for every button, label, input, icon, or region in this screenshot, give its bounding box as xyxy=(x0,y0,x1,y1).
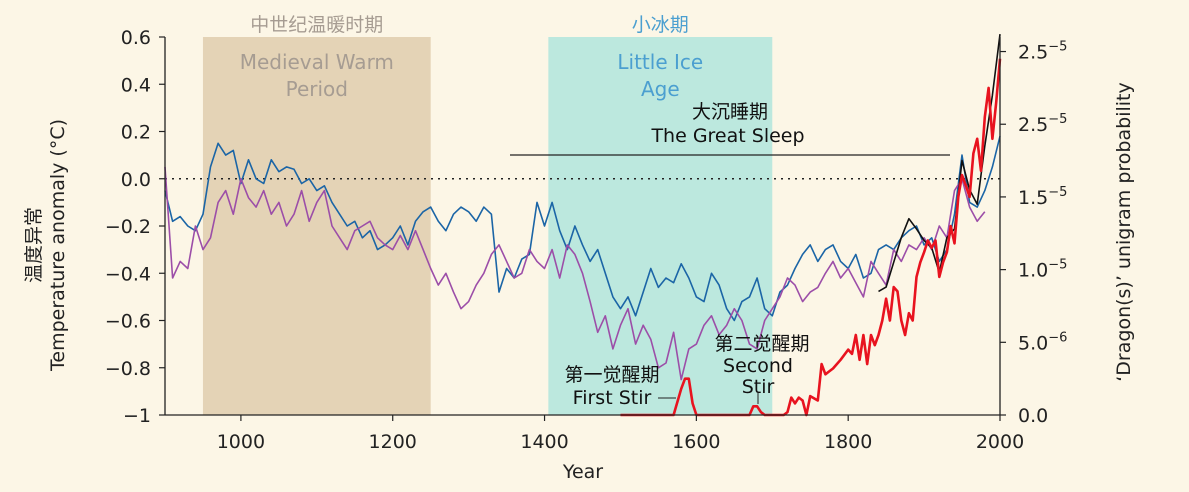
x-tick-label-5: 2000 xyxy=(976,431,1024,453)
y-tick-label-4: −0.2 xyxy=(105,216,151,238)
y-axis-label-zh: 温度异常 xyxy=(23,207,45,283)
great-sleep-zh: 大沉睡期 xyxy=(692,101,768,123)
y2-tick-label-2: 1.0−5 xyxy=(1018,258,1067,282)
x-tick-label-1: 1200 xyxy=(369,431,417,453)
series-line-0 xyxy=(164,136,1001,322)
series-lines xyxy=(164,34,1002,417)
y-tick-label-1: 0.4 xyxy=(121,74,151,96)
x-tick-label-0: 1000 xyxy=(217,431,265,453)
x-tick-label-2: 1400 xyxy=(520,431,568,453)
second-stir-en-2: Stir xyxy=(742,376,775,398)
y2-tick-label-0: 0.0 xyxy=(1018,405,1048,427)
y-tick-label-2: 0.2 xyxy=(121,122,151,144)
great-sleep-en: The Great Sleep xyxy=(650,125,804,147)
band-0 xyxy=(202,37,431,415)
band-label-en2-1: Age xyxy=(641,77,680,101)
y2-axis-label: ‘Dragon(s)’ unigram probability xyxy=(1113,82,1135,381)
y-tick-label-8: −1 xyxy=(123,405,151,427)
y-tick-label-7: −0.8 xyxy=(105,358,151,380)
y2-tick-label-4: 2.5−5 xyxy=(1018,112,1067,136)
second-stir-en-1: Second xyxy=(723,355,793,377)
band-label-en-0: Medieval Warm xyxy=(240,50,394,74)
first-stir-zh: 第一觉醒期 xyxy=(564,364,659,386)
period-bands: 中世纪温暖时期 Medieval Warm Period 小冰期 Little Ice A… xyxy=(202,14,773,415)
first-stir-en: First Stir xyxy=(573,387,652,409)
y-tick-label-0: 0.6 xyxy=(121,27,151,49)
x-tick-label-4: 1800 xyxy=(824,431,872,453)
y-axis-label: Temperature anomaly (°C) xyxy=(47,119,69,372)
x-axis-label: Year xyxy=(562,461,603,483)
y2-tick-label-3: 1.5−5 xyxy=(1018,185,1067,209)
y-tick-label-6: −0.6 xyxy=(105,311,151,333)
y-tick-label-5: −0.4 xyxy=(105,263,151,285)
x-tick-label-3: 1600 xyxy=(672,431,720,453)
y2-tick-label-5: 2.5−5 xyxy=(1018,40,1067,64)
y2-tick-label-1: 5.0−6 xyxy=(1018,330,1067,354)
series-line-1 xyxy=(164,166,986,381)
band-label-en2-0: Period xyxy=(286,77,348,101)
second-stir-zh: 第二觉醒期 xyxy=(714,333,809,355)
y-tick-label-3: 0.0 xyxy=(121,169,151,191)
band-1 xyxy=(548,37,773,415)
band-label-zh-1: 小冰期 xyxy=(632,14,689,36)
band-label-en-1: Little Ice xyxy=(617,50,703,74)
series-line-3 xyxy=(620,58,1002,417)
band-label-zh-0: 中世纪温暖时期 xyxy=(250,14,383,36)
